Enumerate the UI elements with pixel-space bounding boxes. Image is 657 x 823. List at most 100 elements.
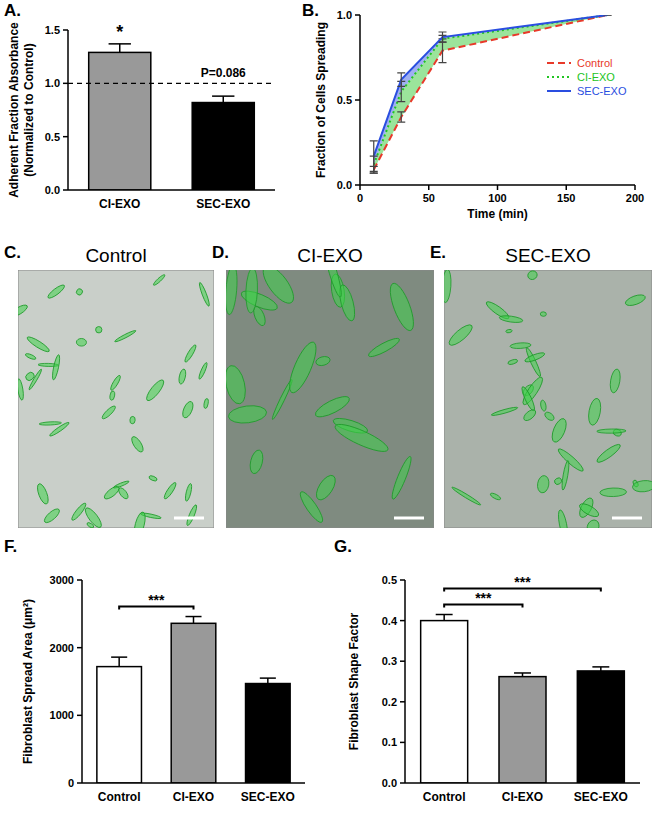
cell [25,353,37,361]
image-background [444,270,652,528]
y-tick [400,701,405,703]
cell [313,393,352,421]
cell [102,484,121,501]
cell [491,406,518,417]
cell [549,417,569,444]
y-tick [355,184,360,186]
x-axis-line [68,189,275,191]
x-tick-label: Control [98,790,141,804]
cell [524,351,546,364]
legend-label: CI-EXO [577,71,615,83]
cell [35,482,50,505]
cell [95,326,102,333]
error-bar [443,615,445,621]
plot-area [97,617,290,783]
cell [130,435,146,454]
cell [315,355,331,367]
y-axis-label: Adherent Fraction Absorbance [7,22,21,198]
band-fill [374,15,608,165]
cell [181,400,195,419]
y-tick-label: 0.5 [337,94,352,106]
x-axis-line [82,782,305,784]
image-title: SEC-EXO [505,245,591,266]
cell [183,344,197,363]
x-tick-label: SEC-EXO [196,197,250,211]
error-bar [397,73,405,87]
panel-title: B. [302,1,319,20]
y-tick-label: 1.5 [45,24,60,36]
cell [109,374,122,391]
cell [624,293,646,308]
cell [536,475,550,494]
error-bar [223,96,225,102]
cell [386,281,419,334]
cell [284,339,321,396]
image-title: CI-EXO [297,245,362,266]
x-tick [497,185,499,190]
y-axis-label: (Normalized to Control) [22,43,36,176]
legend: ControlCI-EXOSEC-EXO [547,57,627,97]
x-tick-label: CI-EXO [99,197,140,211]
cell [101,404,117,420]
image-background [226,270,434,528]
series-line [374,15,608,170]
cell [152,274,165,287]
y-tick [355,14,360,16]
cell [51,354,61,380]
x-axis-line [405,782,640,784]
error-cap [436,614,453,616]
error-bar [397,112,405,122]
annotation: * [116,22,123,42]
cell [632,480,652,493]
x-tick-label: CI-EXO [173,790,214,804]
legend-swatch [547,62,571,64]
cell [39,421,61,425]
micrograph [18,270,214,528]
series-line [374,15,608,156]
y-tick-label: 0.0 [337,179,352,191]
y-tick [355,99,360,101]
cell [226,270,239,315]
cell [499,315,523,324]
error-cap [514,672,531,674]
y-tick [400,620,405,622]
y-axis-line [81,580,83,783]
y-tick [400,660,405,662]
scale-bar [174,517,204,520]
cell [540,312,546,317]
error-cap [109,43,131,45]
cell [148,475,157,482]
cell [144,378,166,403]
cell [595,442,622,465]
error-cap [592,666,609,668]
plot-area [68,44,275,190]
error-cap [111,656,127,658]
bar [97,667,142,783]
legend-label: Control [577,57,612,69]
cell [600,488,627,497]
panel-title: E. [430,243,446,262]
error-bar [604,15,612,16]
y-tick-label: 0.3 [382,655,397,667]
cell [46,283,66,300]
cell [609,368,622,393]
legend-swatch [547,90,571,92]
cell [130,416,136,424]
x-axis-label: Time (min) [467,207,527,221]
micrograph-panel: D.CI-EXO [212,243,434,528]
panel-title: F. [4,537,17,556]
cell [226,364,249,406]
y-axis-label: Fibroblast Spread Area (μm²) [21,599,35,764]
y-tick [400,742,405,744]
cell [587,397,603,426]
plot-area [421,615,625,783]
cell [332,420,390,457]
cell [540,400,547,412]
y-tick-label: 0.2 [382,696,397,708]
y-tick-label: 1000 [50,709,74,721]
cell [367,336,402,360]
cell [543,411,555,422]
y-tick-label: 0.5 [45,131,60,143]
error-bar [604,15,612,16]
error-bar [370,141,378,172]
